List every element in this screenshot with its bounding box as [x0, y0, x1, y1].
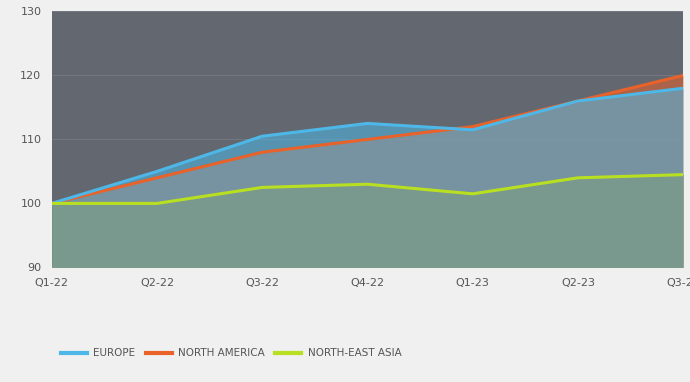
Legend: EUROPE, NORTH AMERICA, NORTH-EAST ASIA: EUROPE, NORTH AMERICA, NORTH-EAST ASIA — [57, 344, 406, 363]
